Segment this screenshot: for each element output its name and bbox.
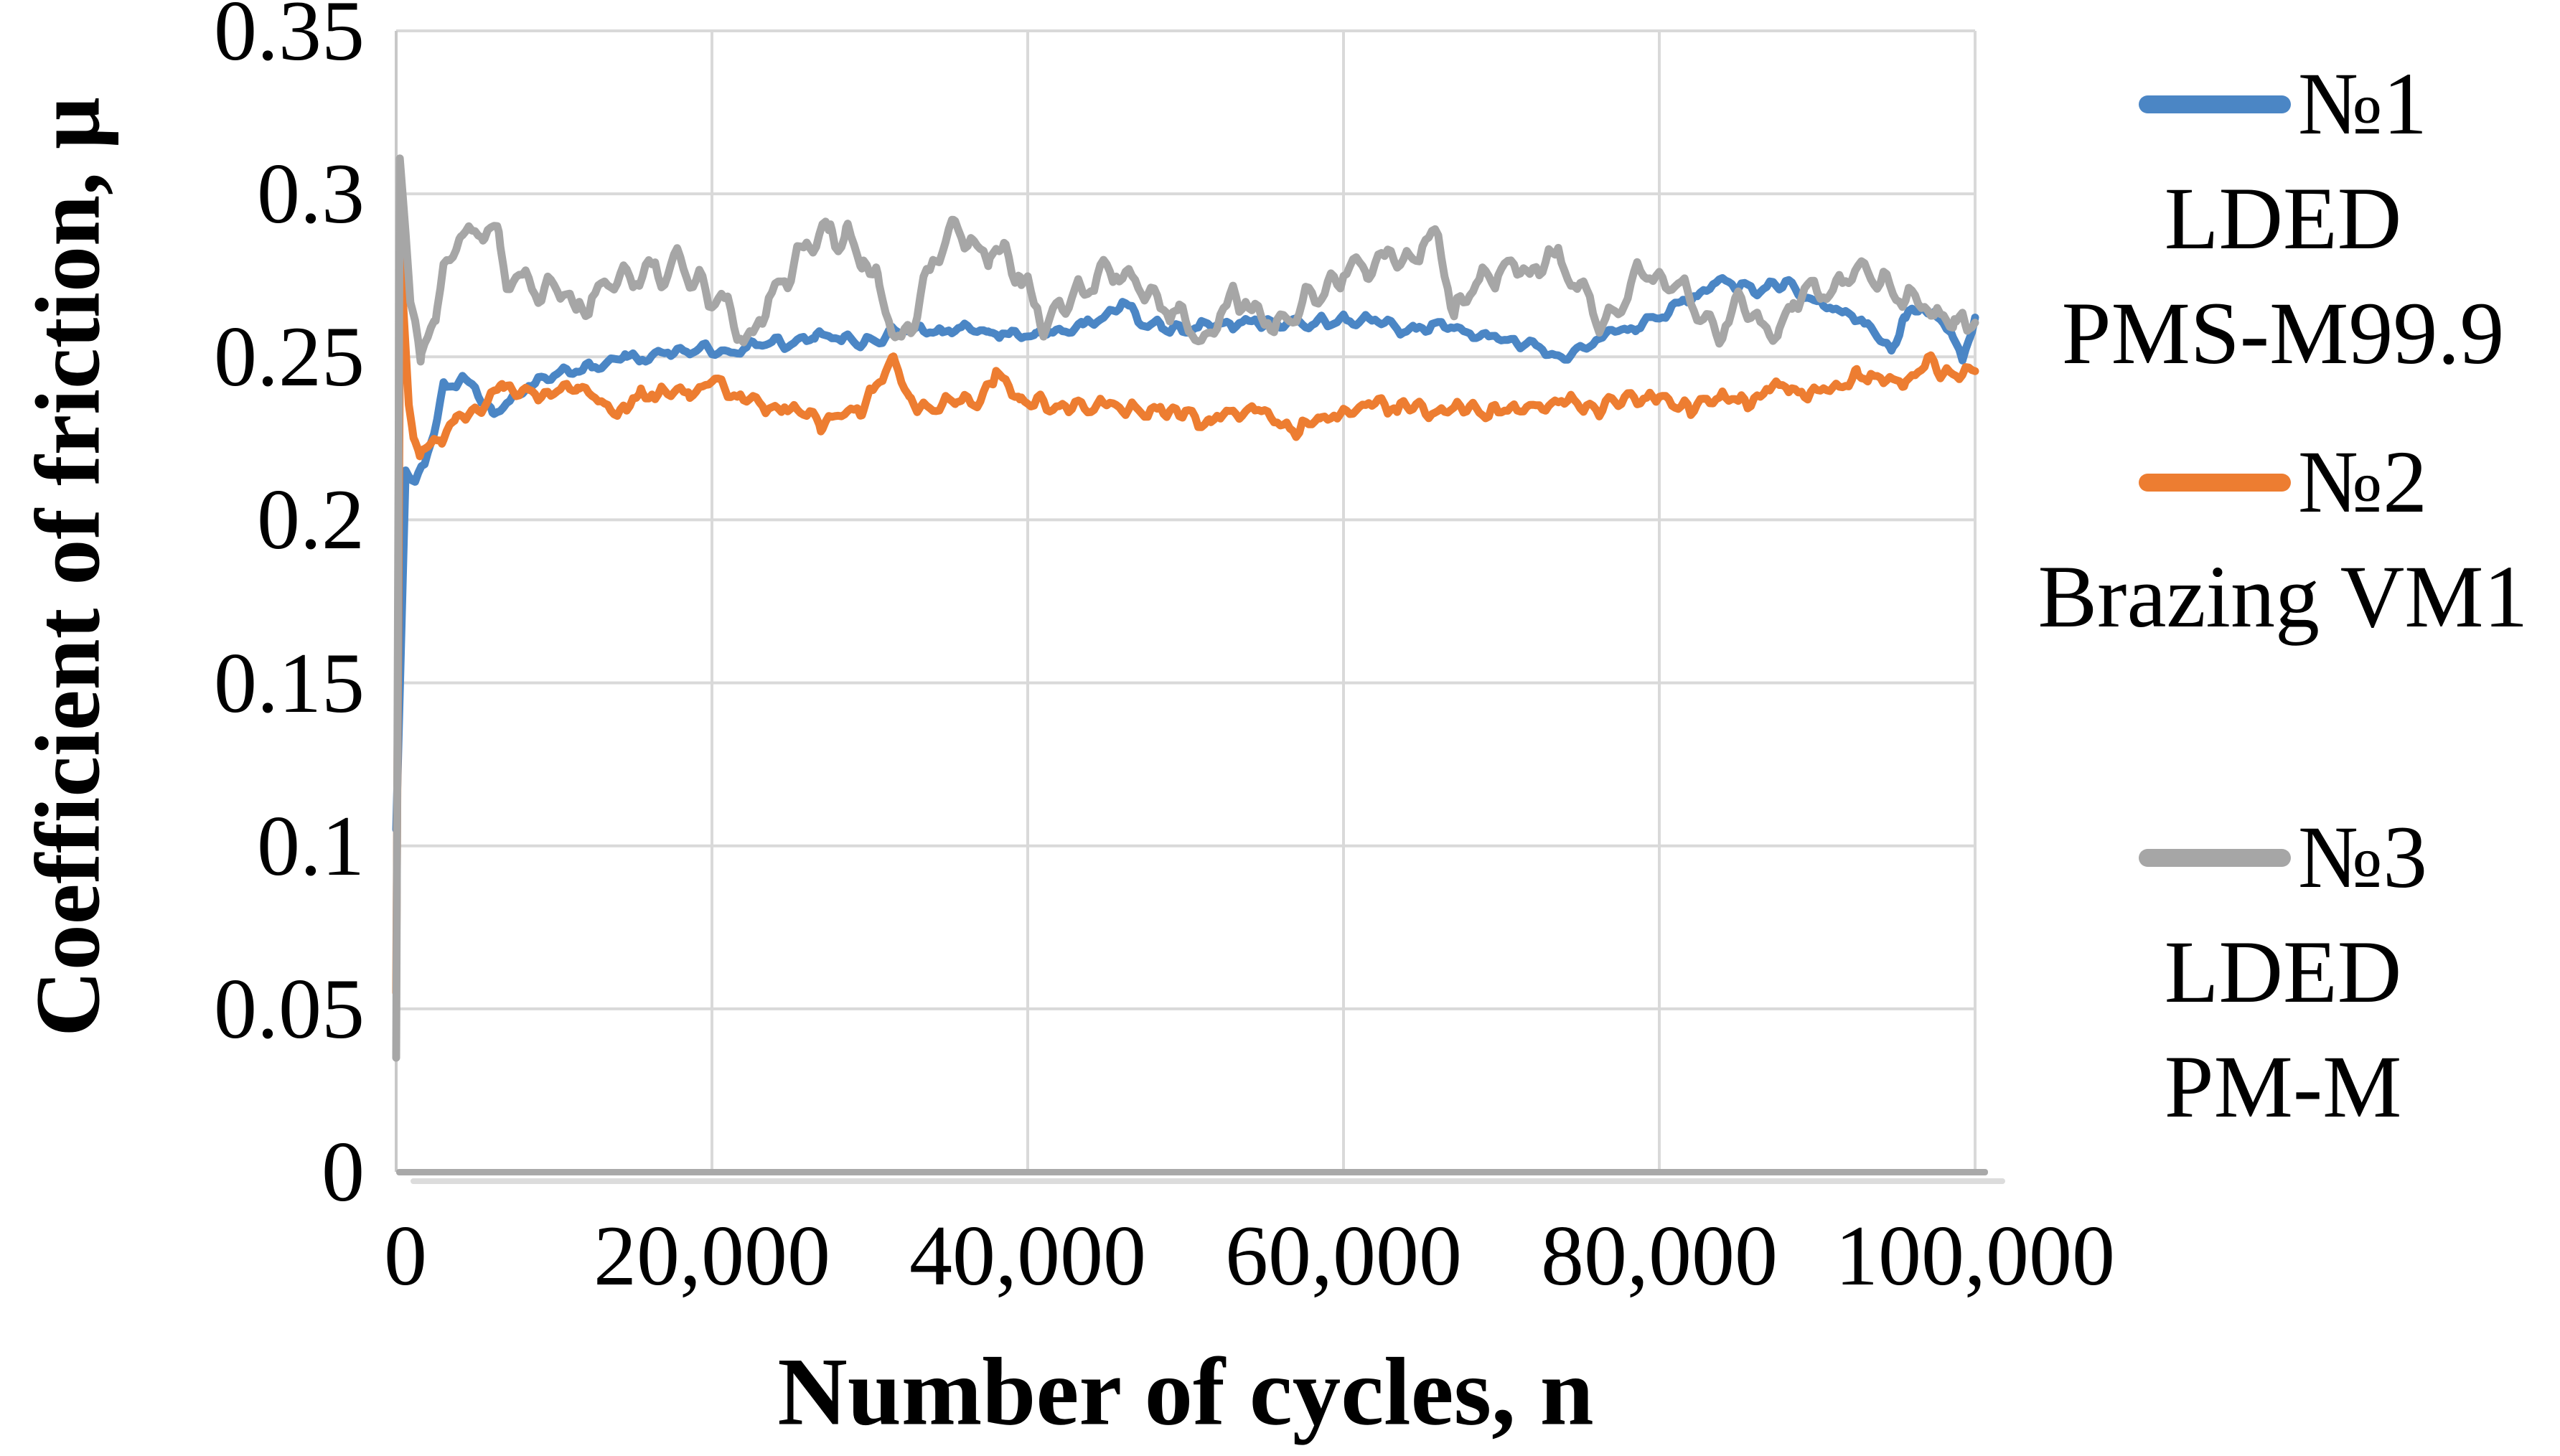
y-tick-label: 0.1 — [257, 797, 365, 893]
x-tick-label: 80,000 — [1541, 1208, 1778, 1303]
series-line-1 — [392, 274, 1979, 834]
y-tick-label: 0.05 — [214, 960, 365, 1056]
x-tick-label: 40,000 — [909, 1208, 1146, 1303]
series3-line-swatch — [2138, 848, 2291, 867]
x-axis-line — [396, 1169, 1988, 1175]
legend: №1 LDED PMS-M99.9 №2 Brazing VM1 №3 LDED… — [2010, 0, 2556, 1456]
legend-series3-line2: LDED — [2164, 923, 2402, 1021]
x-axis-shadow — [411, 1178, 2005, 1184]
y-tick-label: 0 — [322, 1124, 365, 1219]
legend-series3-num: №3 — [2297, 808, 2428, 906]
legend-entry-series2: №2 Brazing VM1 — [2010, 425, 2556, 654]
legend-series1-line3: PMS-M99.9 — [2061, 284, 2505, 382]
legend-series2-num: №2 — [2297, 433, 2428, 531]
x-tick-label: 100,000 — [1835, 1208, 2115, 1303]
x-tick-label: 60,000 — [1225, 1208, 1462, 1303]
y-tick-label: 0.2 — [257, 471, 365, 568]
legend-entry-series3: №3 LDED PM-M — [2010, 800, 2556, 1145]
series-line-3 — [392, 154, 1979, 1062]
series2-line-swatch — [2138, 473, 2291, 492]
y-axis-title: Coefficient of friction, μ — [17, 97, 119, 1037]
y-tick-label: 0.35 — [214, 0, 365, 78]
legend-entry-series1: №1 LDED PMS-M99.9 — [2010, 47, 2556, 391]
y-tick-label: 0.15 — [214, 634, 365, 731]
series1-line-swatch — [2138, 95, 2291, 113]
series-line-2 — [392, 251, 1979, 997]
x-tick-label: 0 — [384, 1208, 427, 1303]
x-tick-label: 20,000 — [594, 1208, 830, 1303]
legend-series1-num: №1 — [2297, 55, 2428, 153]
y-tick-label: 0.25 — [214, 309, 365, 405]
legend-series3-line3: PM-M — [2164, 1038, 2402, 1136]
legend-series2-line2: Brazing VM1 — [2038, 548, 2528, 646]
y-tick-label: 0.3 — [257, 146, 365, 242]
legend-series1-line2: LDED — [2164, 169, 2402, 268]
x-axis-title: Number of cycles, n — [777, 1338, 1594, 1446]
